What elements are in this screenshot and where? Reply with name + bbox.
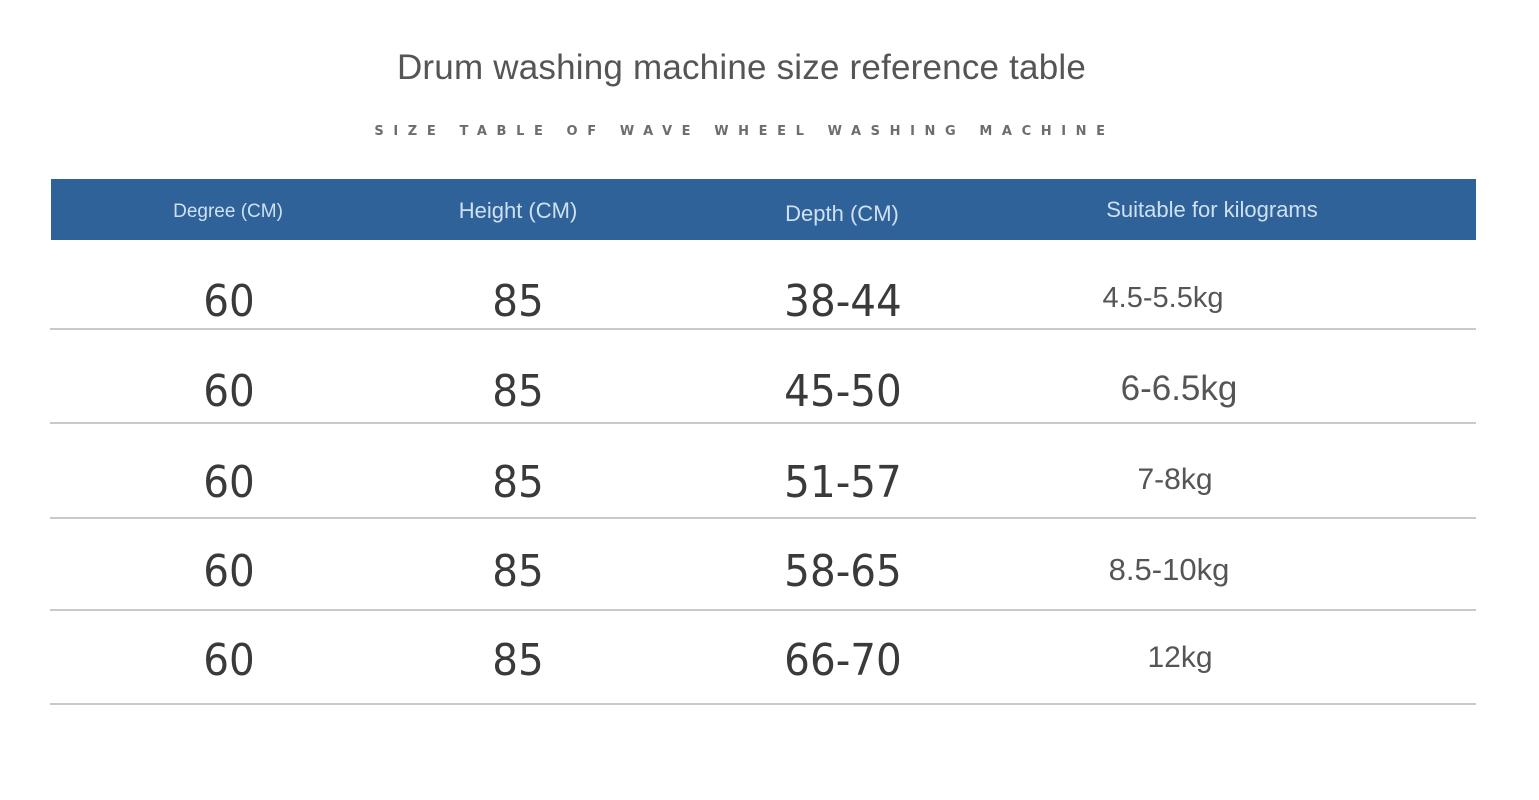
column-header-degree: Degree (CM): [173, 201, 283, 222]
row-divider: [50, 517, 1476, 519]
cell-height: 85: [492, 457, 544, 508]
row-divider: [50, 703, 1476, 705]
cell-depth: 45-50: [784, 366, 902, 417]
cell-depth: 51-57: [784, 457, 902, 508]
cell-depth: 38-44: [784, 276, 902, 327]
page-title: Drum washing machine size reference tabl…: [396, 48, 1087, 87]
cell-width: 60: [203, 457, 255, 508]
cell-capacity: 4.5-5.5kg: [1102, 282, 1224, 314]
column-header-depth: Depth (CM): [785, 201, 899, 226]
cell-depth: 66-70: [784, 635, 902, 686]
row-divider: [50, 422, 1476, 424]
column-header-height: Height (CM): [458, 198, 578, 223]
row-divider: [50, 609, 1476, 611]
table-header: Degree (CM) Height (CM) Depth (CM) Suita…: [51, 179, 1476, 240]
cell-capacity: 6-6.5kg: [1120, 369, 1238, 408]
cell-height: 85: [492, 546, 544, 597]
cell-height: 85: [492, 366, 544, 417]
cell-capacity: 12kg: [1147, 641, 1213, 674]
cell-height: 85: [492, 635, 544, 686]
cell-capacity: 8.5-10kg: [1108, 552, 1230, 587]
cell-capacity: 7-8kg: [1137, 463, 1213, 496]
cell-depth: 58-65: [784, 546, 902, 597]
cell-height: 85: [492, 276, 544, 327]
column-header-capacity: Suitable for kilograms: [1106, 197, 1318, 222]
page-subtitle: SIZE TABLE OF WAVE WHEEL WASHING MACHINE: [374, 124, 1115, 139]
row-divider: [50, 328, 1476, 330]
cell-width: 60: [203, 366, 255, 417]
cell-width: 60: [203, 635, 255, 686]
cell-width: 60: [203, 546, 255, 597]
cell-width: 60: [203, 276, 255, 327]
